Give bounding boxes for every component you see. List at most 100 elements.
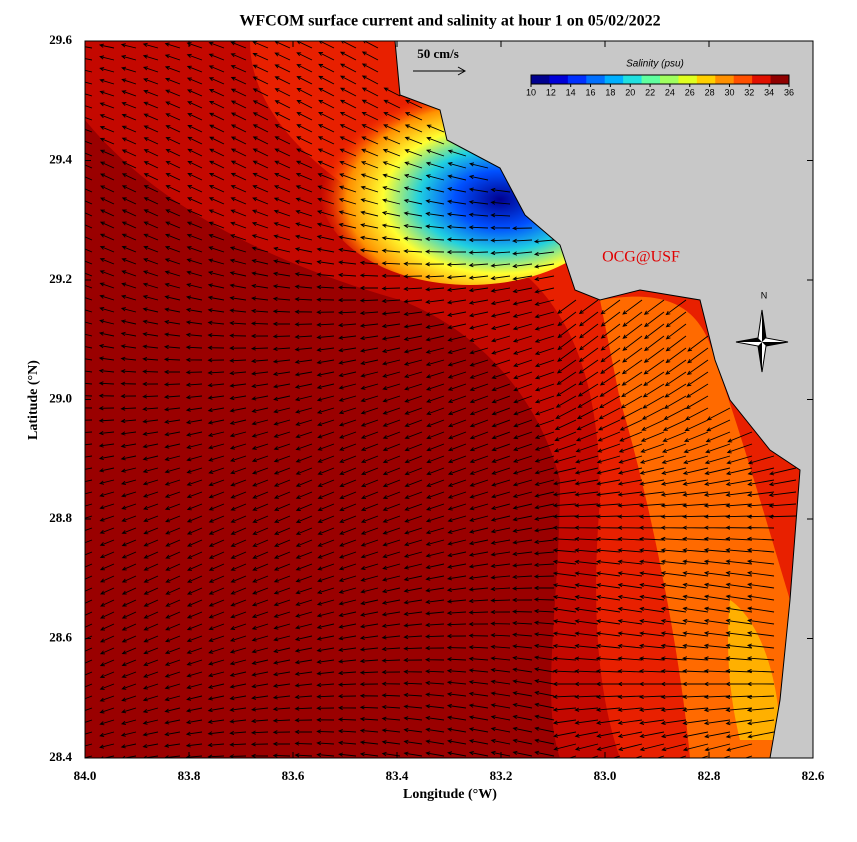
current-arrow (316, 222, 335, 229)
current-arrow (490, 703, 511, 709)
current-arrow (617, 719, 643, 725)
current-arrow (578, 371, 599, 386)
current-arrow (143, 173, 159, 181)
current-arrow (574, 707, 599, 712)
current-arrow (553, 443, 577, 453)
current-arrow (294, 371, 313, 377)
current-arrow (316, 210, 335, 217)
current-arrow (533, 585, 555, 591)
current-arrow (638, 536, 665, 542)
current-arrow (491, 335, 511, 343)
current-arrow (338, 611, 357, 618)
current-arrow (317, 587, 335, 594)
x-tick-label: 84.0 (74, 768, 97, 783)
current-arrow (469, 467, 489, 475)
current-arrow (338, 272, 357, 278)
current-arrow (338, 563, 357, 571)
current-arrow (120, 369, 137, 374)
current-arrow (639, 743, 665, 752)
current-arrow (446, 668, 467, 674)
current-arrow (251, 259, 269, 265)
current-arrow (360, 371, 379, 378)
current-arrow (230, 575, 247, 583)
current-arrow (639, 455, 665, 464)
colorbar-swatch (641, 75, 661, 84)
current-arrow (426, 124, 445, 133)
current-arrow (185, 370, 203, 375)
current-arrow (446, 299, 467, 305)
current-arrow (660, 707, 687, 712)
current-arrow (703, 514, 731, 519)
current-arrow (229, 419, 247, 425)
current-arrow (727, 431, 753, 443)
current-arrow (664, 371, 687, 387)
current-arrow (599, 383, 621, 397)
current-arrow (186, 233, 203, 241)
current-arrow (490, 621, 511, 626)
current-arrow (574, 467, 599, 475)
current-arrow (186, 467, 203, 474)
current-arrow (595, 514, 621, 519)
current-arrow (446, 275, 467, 280)
current-arrow (230, 53, 247, 61)
current-arrow (142, 394, 159, 399)
current-arrow (339, 173, 357, 181)
current-arrow (85, 395, 93, 397)
current-arrow (425, 249, 445, 254)
current-arrow (491, 371, 511, 379)
current-arrow (230, 491, 247, 499)
current-arrow (85, 563, 93, 568)
current-arrow (251, 659, 269, 665)
current-arrow (425, 727, 445, 733)
current-arrow (121, 527, 137, 535)
current-arrow (747, 631, 775, 637)
current-arrow (208, 623, 225, 631)
current-arrow (490, 598, 511, 603)
current-arrow (617, 669, 643, 674)
current-arrow (295, 527, 313, 535)
current-arrow (747, 467, 775, 476)
current-arrow (120, 418, 137, 424)
current-arrow (596, 731, 621, 738)
current-arrow (273, 587, 291, 595)
current-arrow (98, 430, 115, 436)
current-arrow (639, 594, 665, 601)
current-arrow (768, 514, 797, 519)
current-arrow (447, 491, 467, 499)
current-arrow (534, 750, 555, 757)
current-arrow (382, 161, 401, 169)
current-arrow (553, 455, 577, 464)
current-arrow (682, 631, 709, 637)
current-arrow (272, 718, 291, 723)
current-arrow (425, 704, 445, 709)
current-arrow (404, 173, 423, 181)
current-arrow (643, 359, 665, 375)
current-arrow (617, 571, 643, 577)
current-arrow (685, 407, 709, 421)
current-arrow (622, 311, 643, 327)
current-arrow (142, 42, 159, 49)
current-arrow (164, 479, 181, 486)
current-arrow (164, 707, 181, 713)
current-arrow (317, 563, 335, 571)
current-arrow (746, 559, 775, 565)
current-arrow (382, 148, 401, 157)
current-arrow (359, 623, 379, 629)
current-arrow (317, 479, 335, 487)
current-arrow (534, 455, 555, 463)
current-arrow (185, 332, 203, 338)
current-arrow (208, 258, 225, 265)
current-arrow (185, 419, 203, 425)
current-arrow (272, 321, 291, 327)
current-arrow (618, 743, 643, 751)
current-arrow (294, 706, 313, 711)
current-arrow (491, 383, 511, 392)
current-arrow (703, 548, 731, 553)
current-arrow (574, 719, 599, 725)
current-arrow (552, 681, 577, 687)
current-arrow (403, 681, 423, 686)
current-arrow (337, 285, 357, 290)
current-arrow (99, 743, 115, 749)
current-arrow (229, 246, 247, 253)
current-arrow (682, 491, 709, 497)
